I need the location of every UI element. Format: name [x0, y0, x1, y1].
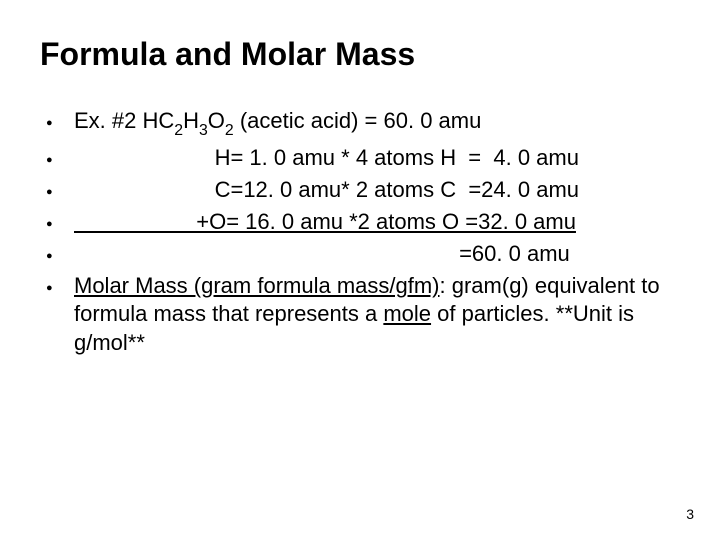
line-1-o: O: [208, 108, 225, 133]
bullet-icon: ●: [40, 144, 74, 167]
bullet-icon: ●: [40, 208, 74, 231]
line-5: =60. 0 amu: [74, 240, 680, 268]
line-1: Ex. #2 HC2H3O2 (acetic acid) = 60. 0 amu: [74, 107, 680, 140]
subscript-3: 3: [199, 122, 208, 139]
line-1-suffix: (acetic acid) = 60. 0 amu: [234, 108, 482, 133]
line-6: Molar Mass (gram formula mass/gfm): gram…: [74, 272, 680, 356]
line-2: H= 1. 0 amu * 4 atoms H = 4. 0 amu: [74, 144, 680, 172]
bullet-row-1: ● Ex. #2 HC2H3O2 (acetic acid) = 60. 0 a…: [40, 107, 680, 140]
line-1-h: H: [183, 108, 199, 133]
bullet-row-2: ● H= 1. 0 amu * 4 atoms H = 4. 0 amu: [40, 144, 680, 172]
subscript-2b: 2: [225, 122, 234, 139]
bullet-icon: ●: [40, 107, 74, 130]
line-3: C=12. 0 amu* 2 atoms C =24. 0 amu: [74, 176, 680, 204]
line-6-mole: mole: [383, 301, 431, 326]
bullet-icon: ●: [40, 272, 74, 295]
bullet-row-3: ● C=12. 0 amu* 2 atoms C =24. 0 amu: [40, 176, 680, 204]
slide-content: ● Ex. #2 HC2H3O2 (acetic acid) = 60. 0 a…: [40, 107, 680, 357]
bullet-row-4: ● +O= 16. 0 amu *2 atoms O =32. 0 amu: [40, 208, 680, 236]
bullet-row-5: ● =60. 0 amu: [40, 240, 680, 268]
slide: Formula and Molar Mass ● Ex. #2 HC2H3O2 …: [0, 0, 720, 540]
line-4: +O= 16. 0 amu *2 atoms O =32. 0 amu: [74, 208, 680, 236]
page-number: 3: [686, 506, 694, 522]
subscript-2a: 2: [174, 122, 183, 139]
line-6-term: Molar Mass (gram formula mass/gfm): [74, 273, 440, 298]
line-4-underline: +O= 16. 0 amu *2 atoms O =32. 0 amu: [74, 209, 576, 234]
slide-title: Formula and Molar Mass: [40, 36, 680, 73]
bullet-icon: ●: [40, 176, 74, 199]
bullet-icon: ●: [40, 240, 74, 263]
bullet-row-6: ● Molar Mass (gram formula mass/gfm): gr…: [40, 272, 680, 356]
line-1-prefix: Ex. #2 HC: [74, 108, 174, 133]
